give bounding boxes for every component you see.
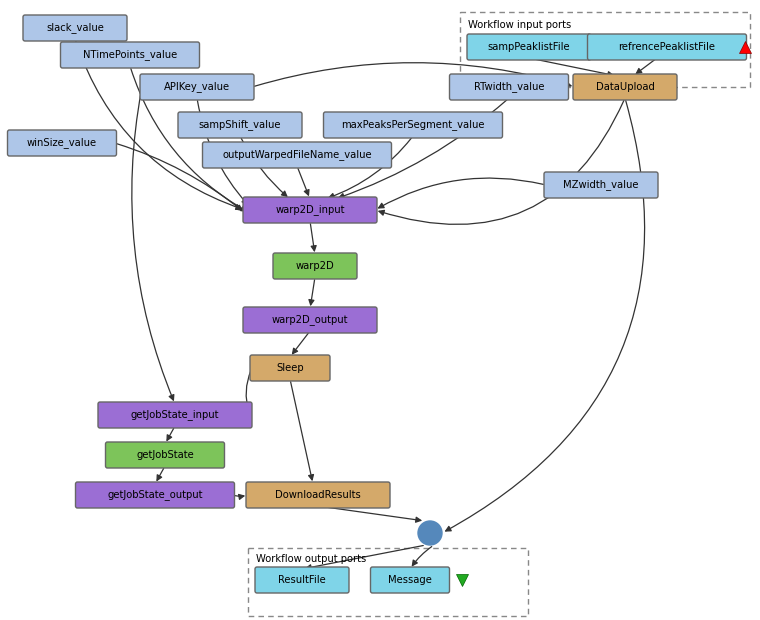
Text: warp2D_input: warp2D_input [275, 205, 345, 216]
FancyBboxPatch shape [544, 172, 658, 198]
FancyBboxPatch shape [371, 567, 449, 593]
Text: Sleep: Sleep [276, 363, 304, 373]
Text: warp2D_output: warp2D_output [272, 314, 348, 326]
Text: NTimePoints_value: NTimePoints_value [83, 50, 177, 61]
Bar [460, 12, 750, 87]
FancyBboxPatch shape [140, 74, 254, 100]
Text: maxPeaksPerSegment_value: maxPeaksPerSegment_value [341, 120, 485, 130]
FancyBboxPatch shape [324, 112, 502, 138]
Text: Message: Message [388, 575, 432, 585]
Text: RTwidth_value: RTwidth_value [473, 82, 544, 92]
FancyBboxPatch shape [587, 34, 746, 60]
FancyBboxPatch shape [273, 253, 357, 279]
Text: getJobState: getJobState [136, 450, 194, 460]
FancyBboxPatch shape [250, 355, 330, 381]
Text: winSize_value: winSize_value [27, 138, 97, 148]
FancyBboxPatch shape [243, 197, 377, 223]
Text: sampShift_value: sampShift_value [199, 120, 281, 130]
FancyBboxPatch shape [61, 42, 199, 68]
FancyBboxPatch shape [23, 15, 127, 41]
FancyBboxPatch shape [255, 567, 349, 593]
Text: sampPeaklistFile: sampPeaklistFile [488, 42, 570, 52]
FancyBboxPatch shape [75, 482, 235, 508]
FancyBboxPatch shape [243, 307, 377, 333]
Circle shape [418, 521, 442, 545]
FancyBboxPatch shape [178, 112, 302, 138]
FancyBboxPatch shape [8, 130, 116, 156]
Text: getJobState_output: getJobState_output [107, 490, 203, 500]
Text: warp2D: warp2D [296, 261, 334, 271]
Text: getJobState_input: getJobState_input [131, 410, 219, 420]
FancyBboxPatch shape [573, 74, 677, 100]
FancyBboxPatch shape [202, 142, 391, 168]
Text: refrencePeaklistFile: refrencePeaklistFile [619, 42, 715, 52]
FancyBboxPatch shape [246, 482, 390, 508]
FancyBboxPatch shape [449, 74, 568, 100]
Text: APIKey_value: APIKey_value [164, 82, 230, 92]
Text: ResultFile: ResultFile [278, 575, 326, 585]
Text: MZwidth_value: MZwidth_value [563, 180, 638, 190]
Text: DownloadResults: DownloadResults [275, 490, 361, 500]
FancyBboxPatch shape [98, 402, 252, 428]
Text: Workflow output ports: Workflow output ports [256, 554, 366, 564]
Text: slack_value: slack_value [46, 22, 104, 33]
Text: Workflow input ports: Workflow input ports [468, 20, 572, 30]
FancyBboxPatch shape [106, 442, 224, 468]
Bar [248, 548, 528, 616]
Text: DataUpload: DataUpload [596, 82, 654, 92]
Text: outputWarpedFileName_value: outputWarpedFileName_value [222, 149, 372, 161]
FancyBboxPatch shape [467, 34, 591, 60]
